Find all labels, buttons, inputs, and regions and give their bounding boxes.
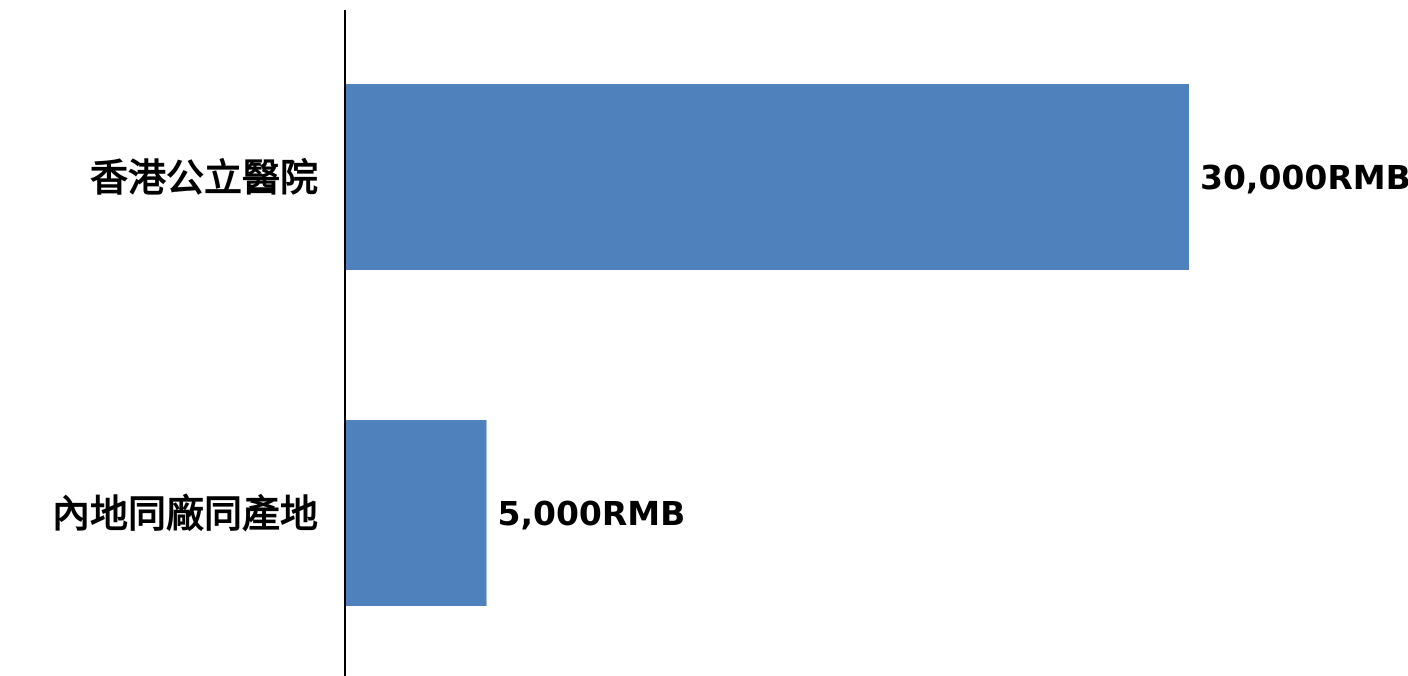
bars-group: 香港公立醫院 30,000RMB 內地同廠同產地 5,000RMB bbox=[52, 84, 1408, 606]
data-label-2: 5,000RMB bbox=[498, 494, 686, 533]
category-label-2: 內地同廠同產地 bbox=[52, 492, 318, 536]
category-label-1: 香港公立醫院 bbox=[90, 156, 318, 200]
data-label-1: 30,000RMB bbox=[1200, 158, 1408, 197]
bar-2 bbox=[346, 420, 487, 606]
bar-1 bbox=[346, 84, 1189, 270]
